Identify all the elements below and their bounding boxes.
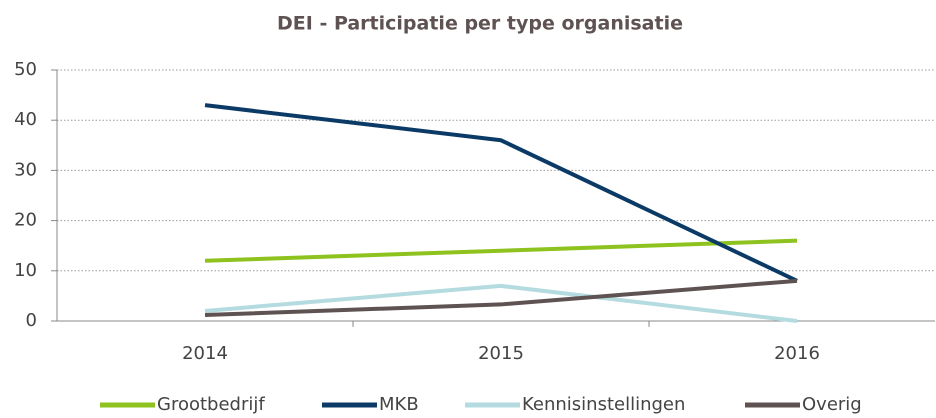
series-line: [204, 238, 798, 263]
x-tick-label: 2014: [182, 343, 228, 364]
y-tick-label: 30: [14, 159, 37, 180]
legend-label: Grootbedrijf: [157, 394, 265, 415]
series-line: [204, 278, 798, 317]
y-tick-label: 40: [14, 109, 37, 130]
x-tick-label: 2015: [478, 343, 524, 364]
y-tick-label: 0: [26, 310, 37, 331]
y-tick-label: 50: [14, 59, 37, 80]
series-line: [204, 283, 798, 323]
y-tick-label: 20: [14, 210, 37, 231]
legend-label: MKB: [379, 394, 419, 415]
series-line: [204, 103, 798, 283]
x-tick-label: 2016: [774, 343, 820, 364]
legend-label: Overig: [802, 394, 862, 415]
chart-title: DEI - Participatie per type organisatie: [277, 13, 683, 35]
y-tick-label: 10: [14, 260, 37, 281]
legend-label: Kennisinstellingen: [522, 394, 685, 415]
